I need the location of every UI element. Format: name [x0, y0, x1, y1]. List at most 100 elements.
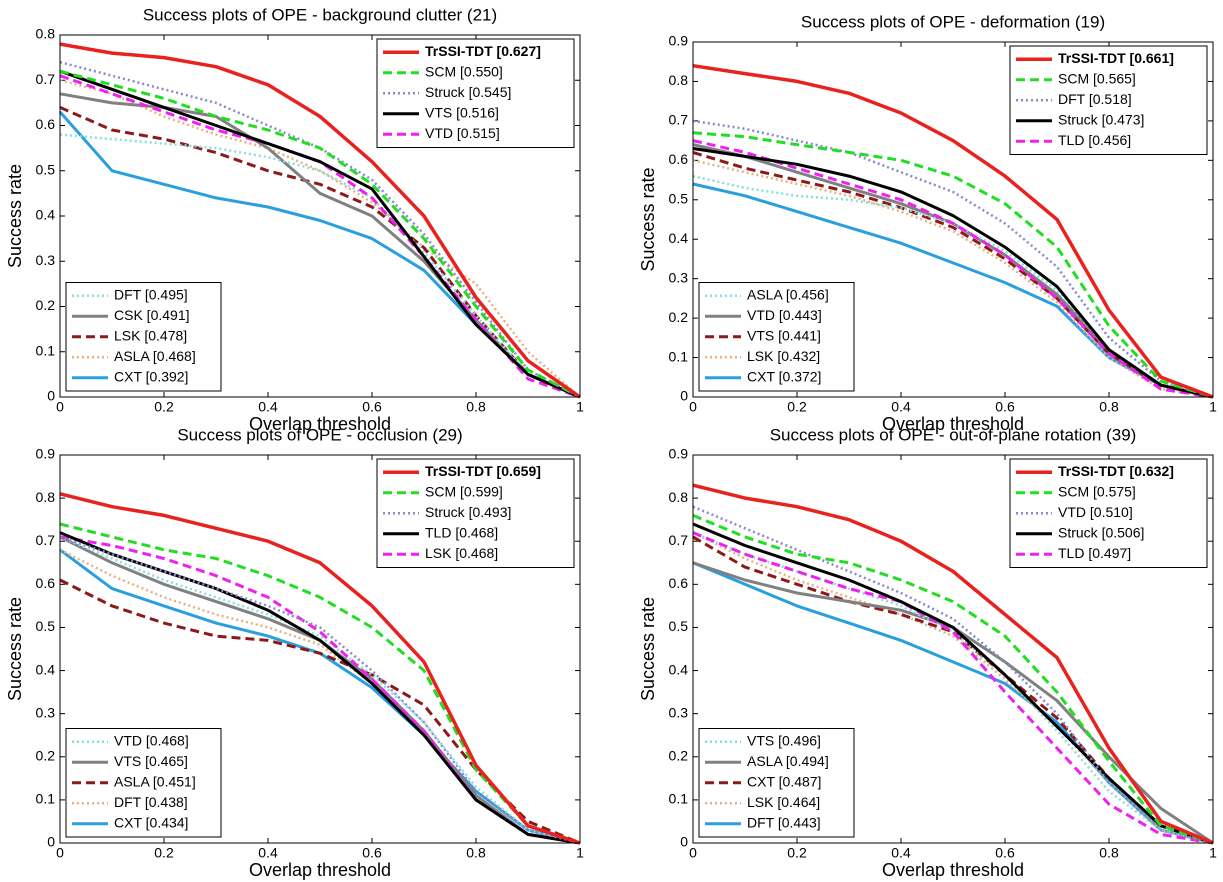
y-tick-label: 0.5: [669, 618, 689, 634]
y-tick-label: 0.9: [669, 33, 689, 49]
legend-label: Struck [0.473]: [1058, 111, 1144, 127]
y-tick-label: 0.2: [36, 747, 56, 763]
x-tick-label: 0.6: [995, 845, 1015, 861]
legend-label: TrSSI-TDT [0.627]: [425, 43, 541, 59]
y-tick-label: 0: [680, 388, 688, 404]
series-line: [692, 531, 1214, 845]
series-line: [59, 535, 581, 845]
legend-label: TrSSI-TDT [0.661]: [1058, 50, 1174, 66]
x-axis-label: Overlap threshold: [249, 860, 391, 880]
y-tick-label: 0.6: [669, 575, 689, 591]
legend-label: SCM [0.575]: [1058, 483, 1136, 499]
series-line: [59, 535, 581, 845]
series-line: [59, 69, 581, 399]
legend-label: LSK [0.478]: [114, 327, 187, 343]
y-tick-label: 0.8: [669, 72, 689, 88]
series-line: [59, 548, 581, 845]
x-tick-label: 0.6: [995, 399, 1015, 415]
series-line: [692, 514, 1214, 845]
x-tick-label: 0.2: [787, 845, 807, 861]
y-tick-label: 0.1: [669, 791, 689, 807]
chart-title: Success plots of OPE - out-of-plane rota…: [770, 425, 1137, 444]
legend-label: LSK [0.432]: [747, 348, 820, 364]
x-tick-label: 0.4: [891, 399, 911, 415]
subplot: Success plots of OPE - occlusion (29) Ove…: [5, 425, 584, 879]
axes-box: [59, 34, 581, 398]
legend-label: CXT [0.392]: [114, 368, 188, 384]
chart-title: Success plots of OPE - deformation (19): [801, 12, 1105, 31]
axes-box: [692, 454, 1214, 844]
x-tick-label: 1: [1209, 399, 1217, 415]
x-tick-label: 0.6: [362, 845, 382, 861]
y-tick-label: 0.8: [36, 26, 56, 42]
y-tick-label: 0.5: [669, 190, 689, 206]
y-tick-label: 0.4: [669, 661, 689, 677]
legend-label: ASLA [0.451]: [114, 773, 196, 789]
x-tick-label: 0.4: [258, 399, 278, 415]
legend-label: VTS [0.516]: [425, 104, 499, 120]
y-tick-label: 0.7: [36, 71, 56, 87]
legend-label: TrSSI-TDT [0.659]: [425, 463, 541, 479]
x-tick-label: 0: [56, 399, 64, 415]
legend-label: CXT [0.372]: [747, 368, 821, 384]
y-tick-label: 0.8: [669, 489, 689, 505]
x-tick-label: 1: [1209, 845, 1217, 861]
x-tick-label: 0.4: [891, 845, 911, 861]
x-tick-label: 0: [689, 845, 697, 861]
legend-label: Struck [0.545]: [425, 84, 511, 100]
legend-label: TLD [0.456]: [1058, 132, 1131, 148]
legend-label: DFT [0.438]: [114, 794, 188, 810]
legend-label: CXT [0.487]: [747, 773, 821, 789]
x-tick-label: 0.8: [466, 845, 486, 861]
y-axis-label: Success rate: [638, 597, 658, 701]
y-tick-label: 0.4: [36, 207, 56, 223]
y-tick-label: 0.2: [669, 747, 689, 763]
y-axis-label: Success rate: [5, 597, 25, 701]
x-tick-label: 0.8: [1099, 845, 1119, 861]
series-line: [692, 483, 1214, 845]
x-tick-label: 0: [689, 399, 697, 415]
y-tick-label: 0.3: [669, 704, 689, 720]
y-tick-label: 0.7: [669, 532, 689, 548]
subplot: Success plots of OPE - out-of-plane rota…: [638, 425, 1217, 879]
x-tick-label: 0: [56, 845, 64, 861]
y-tick-label: 0.9: [669, 446, 689, 462]
series-line: [692, 63, 1214, 399]
subplot: Success plots of OPE - background clutte…: [5, 5, 584, 433]
y-tick-label: 0.4: [36, 661, 56, 677]
y-axis-label: Success rate: [5, 164, 25, 268]
x-tick-label: 0.2: [787, 399, 807, 415]
x-tick-label: 0.8: [1099, 399, 1119, 415]
y-tick-label: 0: [47, 388, 55, 404]
x-axis-label: Overlap threshold: [249, 414, 391, 434]
y-tick-label: 0.5: [36, 161, 56, 177]
x-tick-label: 0.2: [154, 399, 174, 415]
legend-label: VTD [0.515]: [425, 125, 500, 141]
legend-label: DFT [0.518]: [1058, 91, 1132, 107]
legend-label: TLD [0.468]: [425, 524, 498, 540]
series-line: [692, 531, 1214, 845]
y-tick-label: 0.5: [36, 618, 56, 634]
series-line: [692, 561, 1214, 845]
legend-label: VTD [0.468]: [114, 732, 189, 748]
legend-label: Struck [0.506]: [1058, 524, 1144, 540]
y-tick-label: 0.3: [36, 252, 56, 268]
x-tick-label: 1: [576, 845, 584, 861]
legend-label: SCM [0.599]: [425, 483, 503, 499]
y-tick-label: 0: [47, 834, 55, 850]
y-tick-label: 0.4: [669, 230, 689, 246]
y-tick-label: 0.1: [36, 791, 56, 807]
legend-label: VTS [0.465]: [114, 753, 188, 769]
y-axis-label: Success rate: [638, 167, 658, 271]
y-tick-label: 0.3: [36, 704, 56, 720]
legend-label: ASLA [0.456]: [747, 286, 829, 302]
legend-label: VTS [0.496]: [747, 732, 821, 748]
y-tick-label: 0.3: [669, 269, 689, 285]
series-line: [692, 147, 1214, 399]
y-tick-label: 0.1: [669, 348, 689, 364]
legend-label: TLD [0.497]: [1058, 545, 1131, 561]
series-line: [59, 133, 581, 399]
x-axis-label: Overlap threshold: [882, 414, 1024, 434]
x-tick-label: 0.6: [362, 399, 382, 415]
axes-box: [692, 41, 1214, 398]
